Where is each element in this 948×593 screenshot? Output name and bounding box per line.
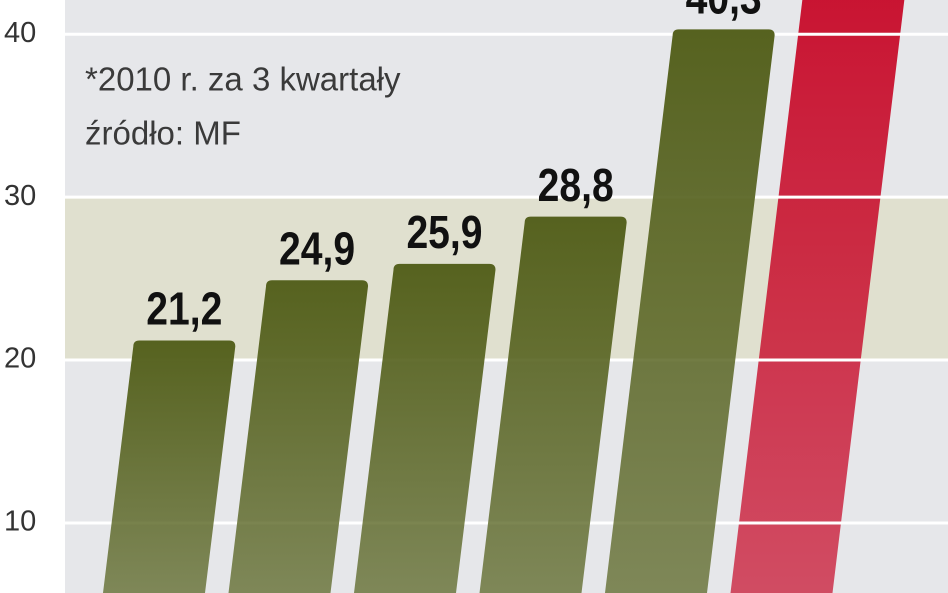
value-label: 21,2 (146, 284, 222, 336)
annotation: *2010 r. za 3 kwartały (85, 61, 401, 98)
y-tick-label: 40 (4, 17, 36, 49)
annotation: źródło: MF (85, 115, 241, 152)
bar (730, 0, 905, 593)
bar (605, 29, 775, 593)
bar (228, 280, 369, 593)
value-label: 25,9 (406, 207, 482, 259)
value-label: 28,8 (538, 160, 614, 212)
y-tick-label: 30 (4, 180, 36, 212)
bar (354, 263, 496, 593)
bar (103, 340, 236, 593)
y-tick-label: 20 (4, 343, 36, 375)
y-tick-label: 10 (4, 506, 36, 538)
bar (479, 216, 627, 593)
value-label: 24,9 (279, 223, 355, 275)
value-label: 40,3 (686, 0, 762, 24)
